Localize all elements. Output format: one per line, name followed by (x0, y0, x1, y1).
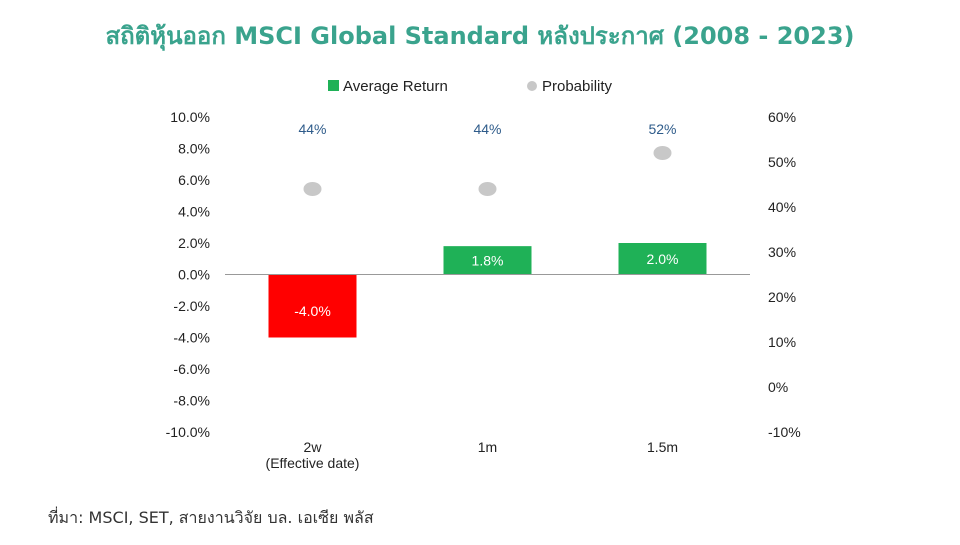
y-left-tick: 0.0% (178, 267, 210, 283)
probability-point (303, 182, 322, 196)
probability-label: 52% (648, 121, 676, 137)
y-left-tick: 10.0% (170, 109, 210, 125)
y-left-tick: -2.0% (173, 298, 210, 314)
y-left-tick: 4.0% (178, 204, 210, 220)
bar-data-label: 1.8% (472, 252, 504, 268)
x-tick-label: 1m (478, 439, 497, 455)
y-right-tick: 10% (768, 334, 796, 350)
bar-data-label: 2.0% (647, 251, 679, 267)
y-right-tick: 20% (768, 289, 796, 305)
bar-average-return (618, 243, 707, 275)
legend-label-average-return: Average Return (343, 78, 448, 95)
chart-title: สถิติหุ้นออก MSCI Global Standard หลังปร… (105, 22, 855, 50)
probability-label: 44% (298, 121, 326, 137)
y-left-tick: -6.0% (173, 361, 210, 377)
y-right-tick: 30% (768, 244, 796, 260)
y-left-tick: -8.0% (173, 393, 210, 409)
y-left-tick: -4.0% (173, 330, 210, 346)
y-right-tick: 50% (768, 154, 796, 170)
bar-average-return (443, 246, 532, 275)
y-right-tick: 40% (768, 199, 796, 215)
y-right-tick: 0% (768, 379, 788, 395)
y-right-tick: 60% (768, 109, 796, 125)
y-left-tick: 6.0% (178, 172, 210, 188)
y-left-tick: 2.0% (178, 235, 210, 251)
legend-label-probability: Probability (542, 78, 613, 95)
bar-average-return (268, 274, 357, 338)
bar-data-label: -4.0% (294, 303, 331, 319)
probability-point (653, 146, 672, 160)
legend-marker-probability (527, 81, 537, 91)
y-left-tick: 8.0% (178, 141, 210, 157)
x-tick-label: (Effective date) (266, 455, 360, 471)
probability-point (478, 182, 497, 196)
x-tick-label: 2w (304, 439, 323, 455)
y-left-tick: -10.0% (166, 424, 210, 440)
source-note: ที่มา: MSCI, SET, สายงานวิจัย บล. เอเซีย… (48, 508, 374, 527)
legend-marker-average-return (328, 80, 339, 91)
x-tick-label: 1.5m (647, 439, 678, 455)
y-right-tick: -10% (768, 424, 801, 440)
probability-label: 44% (473, 121, 501, 137)
